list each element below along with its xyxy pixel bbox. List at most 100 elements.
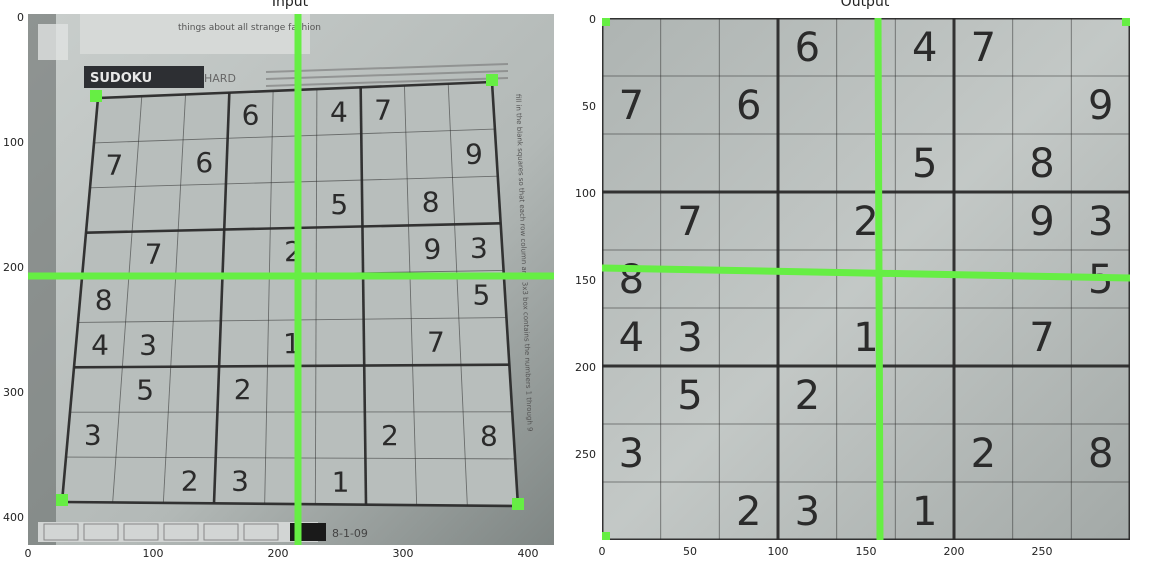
cell-digit: 8 (619, 257, 644, 303)
output-y-tick: 100 (575, 187, 596, 200)
corner-marker (486, 74, 498, 86)
cell-digit: 1 (332, 465, 350, 498)
cell-digit: 3 (619, 431, 644, 477)
grid-line-vertical (314, 89, 318, 505)
crosshair-vertical (874, 18, 884, 540)
input-x-tick: 300 (392, 547, 414, 560)
output-y-tick: 0 (589, 13, 596, 26)
cell-digit: 8 (1029, 141, 1054, 187)
cell-digit: 5 (472, 278, 490, 311)
input-x-tick: 100 (142, 547, 164, 560)
corner-marker (56, 494, 68, 506)
cell-digit: 7 (619, 83, 644, 129)
corner-marker (602, 532, 610, 540)
cell-digit: 8 (480, 419, 498, 452)
grid-line-horizontal (93, 128, 495, 144)
cell-digit: 8 (422, 186, 440, 219)
cell-digit: 1 (912, 489, 937, 535)
cell-digit: 3 (470, 231, 488, 264)
output-x-tick: 50 (683, 545, 697, 558)
cell-digit: 5 (330, 188, 348, 221)
grid-line-vertical (264, 90, 274, 504)
cell-digit: 2 (971, 431, 996, 477)
input-x-tick: 400 (517, 547, 539, 560)
grid-line-horizontal (89, 175, 498, 189)
cell-digit: 7 (677, 199, 702, 245)
cell-digit: 6 (195, 146, 213, 179)
output-y-tick: 50 (582, 100, 596, 113)
grid-line-vertical (447, 83, 468, 506)
corner-marker (602, 18, 610, 26)
cell-digit: 7 (971, 25, 996, 71)
input-y-tick: 200 (3, 261, 24, 274)
corner-marker (90, 90, 102, 102)
cell-digit: 3 (1088, 199, 1113, 245)
output-x-tick: 100 (767, 545, 789, 558)
bottom-box (83, 523, 119, 541)
output-y-tick: 200 (575, 361, 596, 374)
cell-digit: 9 (1029, 199, 1054, 245)
input-y-tick: 400 (3, 511, 24, 524)
cell-digit: 5 (912, 141, 937, 187)
grid-line-horizontal (85, 222, 501, 234)
instruction-line (265, 63, 509, 73)
cell-digit: 6 (736, 83, 761, 129)
cell-digit: 3 (231, 465, 249, 498)
input-x-tick: 0 (24, 547, 32, 560)
cell-digit: 9 (465, 137, 483, 170)
cell-digit: 9 (1088, 83, 1113, 129)
bottom-box (43, 523, 79, 541)
cell-digit: 7 (106, 149, 124, 182)
input-x-tick: 200 (267, 547, 289, 560)
grid-line-horizontal (61, 500, 519, 508)
cell-digit: 3 (84, 419, 102, 452)
cell-digit: 7 (145, 238, 163, 271)
input-image: things about all strange fashion SUDOKU HA… (28, 14, 554, 545)
grid-line-vertical (359, 87, 368, 505)
input-title: Input (271, 0, 309, 10)
level-label: HARD (204, 72, 236, 85)
instruction-line (265, 77, 509, 87)
grid-line-horizontal (65, 456, 516, 460)
cell-digit: 3 (677, 315, 702, 361)
grid-line-vertical (403, 85, 418, 506)
cell-digit: 7 (1029, 315, 1054, 361)
bottom-box (243, 523, 279, 541)
output-x-tick: 150 (855, 545, 877, 558)
cell-digit: 8 (95, 284, 113, 317)
cell-digit: 6 (795, 25, 820, 71)
output-y-tick: 150 (575, 274, 596, 287)
cell-digit: 2 (181, 464, 199, 497)
cell-digit: 7 (427, 326, 445, 359)
crosshair-horizontal (602, 264, 1130, 282)
input-y-tick: 0 (17, 11, 24, 24)
cell-digit: 1 (853, 315, 878, 361)
bottom-box (123, 523, 159, 541)
grid-line-vertical (162, 94, 187, 503)
cell-digit: 8 (1088, 431, 1113, 477)
cell-digit: 7 (374, 94, 392, 127)
page-sticker (38, 24, 68, 60)
cell-digit: 2 (234, 373, 252, 406)
cell-digit: 4 (912, 25, 937, 71)
cell-digit: 2 (853, 199, 878, 245)
cell-digit: 2 (381, 419, 399, 452)
grid-line-vertical (490, 81, 520, 507)
sudoku-grid-paper (62, 82, 518, 506)
output-title: Output (840, 0, 890, 10)
grid-line-vertical (212, 92, 231, 504)
output-x-tick: 0 (598, 545, 606, 558)
cell-digit: 4 (91, 329, 109, 362)
cell-digit: 3 (139, 328, 157, 361)
sudoku-label: SUDOKU (90, 71, 152, 86)
cell-digit: 2 (736, 489, 761, 535)
header-text: things about all strange fashion (178, 23, 321, 33)
cell-digit: 4 (330, 95, 348, 128)
grid-line-horizontal (73, 363, 510, 369)
instruction-line (265, 70, 509, 80)
grid-line-vertical (112, 96, 143, 503)
cell-digit: 4 (619, 315, 644, 361)
date-label: 8-1-09 (332, 527, 368, 540)
output-x-tick: 250 (1031, 545, 1053, 558)
